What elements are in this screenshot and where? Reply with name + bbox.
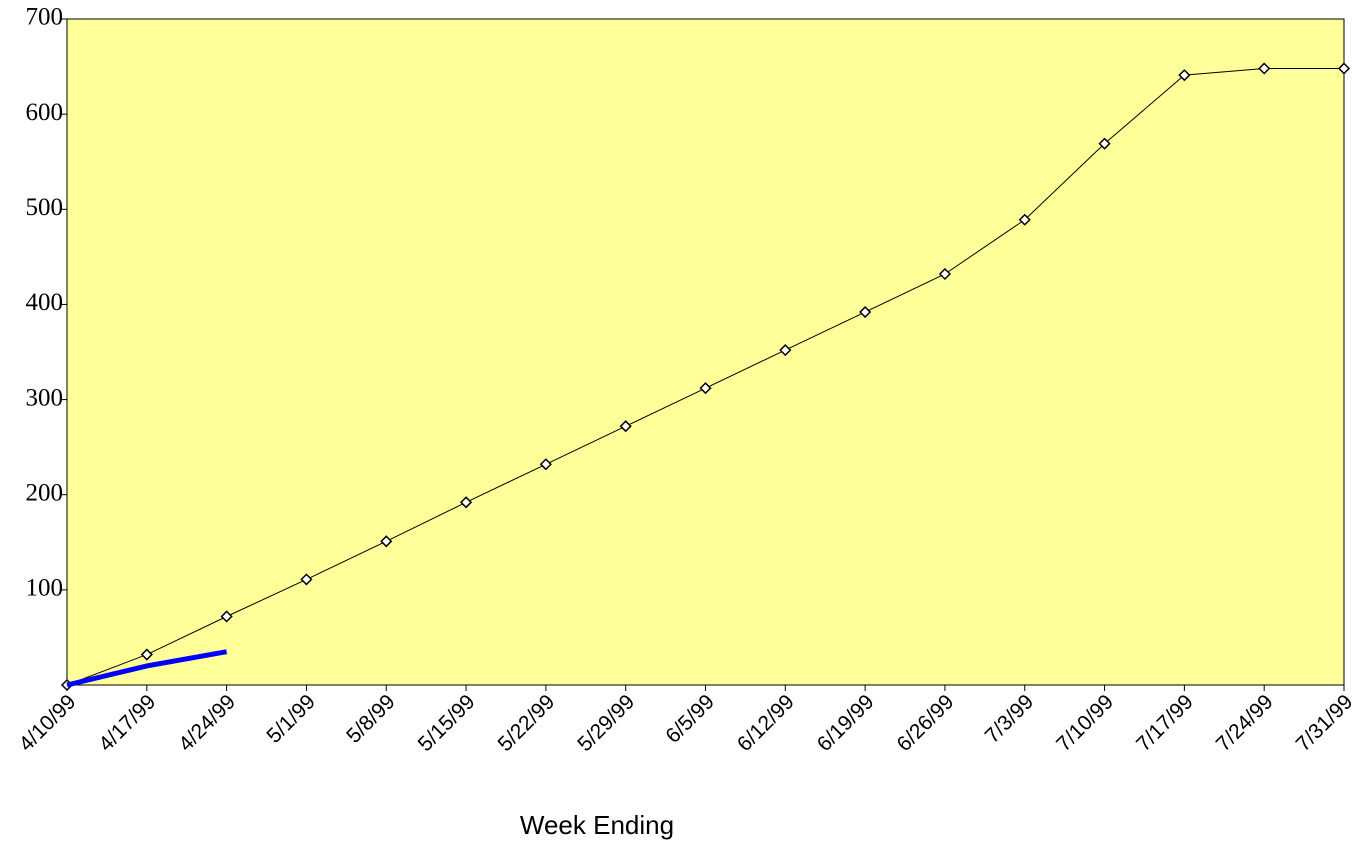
y-tick-label: 700 <box>26 4 64 31</box>
data-point <box>1178 69 1191 82</box>
data-point <box>1337 62 1351 75</box>
data-point <box>1018 213 1031 226</box>
data-point <box>300 573 313 586</box>
y-tick-label: 400 <box>26 289 64 316</box>
data-point <box>220 610 233 623</box>
series-line <box>66 649 228 688</box>
y-tick-label: 500 <box>26 194 64 221</box>
x-tick-label: 7/10/99 <box>1052 690 1118 756</box>
x-tick-label: 7/3/99 <box>981 690 1039 748</box>
data-point <box>619 420 632 433</box>
x-tick-label: 4/10/99 <box>15 690 81 756</box>
x-tick-label: 7/17/99 <box>1132 690 1198 756</box>
x-tick-label: 7/24/99 <box>1212 690 1278 756</box>
y-tick-label: 600 <box>26 99 64 126</box>
x-tick-label: 5/22/99 <box>494 690 560 756</box>
y-tick-label: 300 <box>26 384 64 411</box>
x-tick-label: 6/26/99 <box>893 690 959 756</box>
x-tick-label: 7/31/99 <box>1292 690 1358 756</box>
plot-area <box>66 18 1345 686</box>
x-tick-label: 4/17/99 <box>94 690 160 756</box>
data-point <box>539 458 552 471</box>
x-tick-label: 5/15/99 <box>414 690 480 756</box>
x-axis-title: Week Ending <box>520 810 674 840</box>
data-point <box>779 344 792 357</box>
x-tick-label: 6/12/99 <box>733 690 799 756</box>
data-point <box>1258 62 1271 75</box>
x-tick-label: 5/1/99 <box>262 690 320 748</box>
data-point <box>460 496 473 509</box>
data-point <box>938 267 951 281</box>
data-point <box>380 535 393 548</box>
x-tick-label: 5/29/99 <box>573 690 639 756</box>
x-tick-label: 6/19/99 <box>813 690 879 756</box>
x-tick-label: 6/5/99 <box>661 690 719 748</box>
y-tick-label: 200 <box>26 479 64 506</box>
data-point <box>140 648 153 661</box>
data-point <box>1098 137 1111 150</box>
data-point <box>699 382 712 395</box>
data-point <box>859 305 872 319</box>
y-tick-label: 100 <box>26 575 64 602</box>
x-tick-label: 4/24/99 <box>174 690 240 756</box>
x-tick-label: 5/8/99 <box>342 690 400 748</box>
